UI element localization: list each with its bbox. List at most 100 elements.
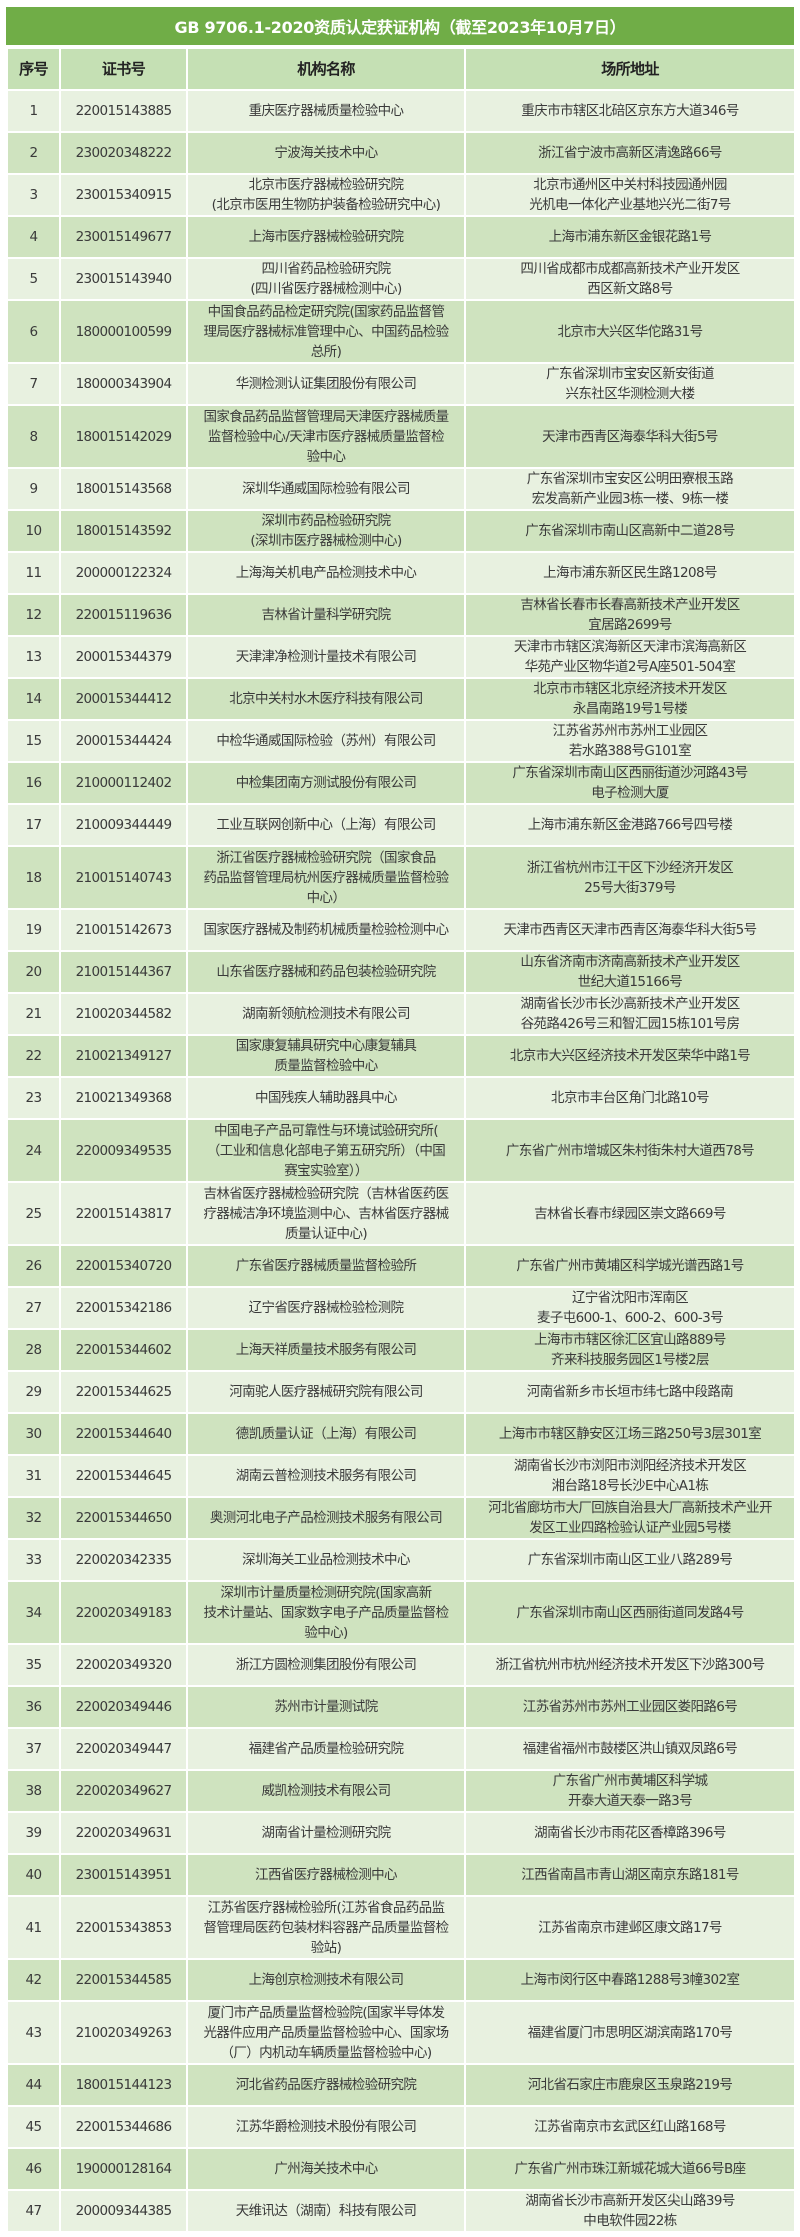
cell-address: 浙江省杭州市江干区下沙经济开发区 25号大街379号 (464, 845, 796, 910)
table-row: 6 180000100599 中国食品药品检定研究院(国家药品监督管 理局医疗器械标… (6, 299, 796, 364)
cell-address: 北京市丰台区角门北路10号 (464, 1076, 796, 1120)
cell-index: 1 (6, 89, 61, 133)
cell-address: 广东省广州市黄埔区科学城光谱西路1号 (464, 1244, 796, 1288)
cell-certificate-no: 230015149677 (59, 215, 188, 259)
cell-index: 11 (6, 551, 61, 595)
cell-index: 33 (6, 1538, 61, 1582)
table-row: 44 180015144123 河北省药品医疗器械检验研究院 河北省石家庄市鹿泉区玉泉… (6, 2063, 796, 2107)
cell-certificate-no: 220015143885 (59, 89, 188, 133)
cell-certificate-no: 220015344602 (59, 1328, 188, 1372)
header-row: 序号 证书号 机构名称 场所地址 (6, 47, 796, 91)
cell-index: 25 (6, 1181, 61, 1246)
table-row: 38 220020349627 威凯检测技术有限公司 广东省广州市黄埔区科学城 开泰大… (6, 1769, 796, 1813)
cell-address: 江苏省苏州市苏州工业园区 若水路388号G101室 (464, 719, 796, 763)
table-row: 5 230015143940 四川省药品检验研究院 (四川省医疗器械检测中心) 四川省… (6, 257, 796, 301)
cell-certificate-no: 220015119636 (59, 593, 188, 637)
table-body: 1 220015143885 重庆医疗器械质量检验中心 重庆市市辖区北碚区京东方大道3… (6, 89, 796, 2233)
cell-institution-name: 天维讯达（湖南）科技有限公司 (186, 2189, 466, 2233)
cell-address: 浙江省杭州市杭州经济技术开发区下沙路300号 (464, 1643, 796, 1687)
cell-address: 福建省厦门市思明区湖滨南路170号 (464, 2000, 796, 2065)
table-row: 2 230020348222 宁波海关技术中心 浙江省宁波市高新区清逸路66号 (6, 131, 796, 175)
cell-index: 46 (6, 2147, 61, 2191)
cell-certificate-no: 200000122324 (59, 551, 188, 595)
cell-certificate-no: 200015344424 (59, 719, 188, 763)
cell-index: 35 (6, 1643, 61, 1687)
table-row: 41 220015343853 江苏省医疗器械检验所(江苏省食品药品监 督管理局医药… (6, 1895, 796, 1960)
cell-institution-name: 广东省医疗器械质量监督检验所 (186, 1244, 466, 1288)
cell-institution-name: 国家康复辅具研究中心康复辅具 质量监督检验中心 (186, 1034, 466, 1078)
cell-index: 19 (6, 908, 61, 952)
cell-address: 上海市市辖区静安区江场三路250号3层301室 (464, 1412, 796, 1456)
cell-certificate-no: 180015143592 (59, 509, 188, 553)
cell-address: 湖南省长沙市雨花区香樟路396号 (464, 1811, 796, 1855)
cell-institution-name: 山东省医疗器械和药品包装检验研究院 (186, 950, 466, 994)
cell-index: 12 (6, 593, 61, 637)
cell-institution-name: 北京市医疗器械检验研究院 (北京市医用生物防护装备检验研究中心) (186, 173, 466, 217)
cell-address: 广东省广州市珠江新城花城大道66号B座 (464, 2147, 796, 2191)
header-institution-name: 机构名称 (186, 47, 466, 91)
cell-certificate-no: 220015344645 (59, 1454, 188, 1498)
table-row: 17 210009344449 工业互联网创新中心（上海）有限公司 上海市浦东新区金港… (6, 803, 796, 847)
cell-institution-name: 中国电子产品可靠性与环境试验研究所( （工业和信息化部电子第五研究所）（中国 赛… (186, 1118, 466, 1183)
table-row: 11 200000122324 上海海关机电产品检测技术中心 上海市浦东新区民生路12… (6, 551, 796, 595)
cell-institution-name: 江西省医疗器械检测中心 (186, 1853, 466, 1897)
cell-address: 吉林省长春市绿园区崇文路669号 (464, 1181, 796, 1246)
cell-index: 5 (6, 257, 61, 301)
cell-address: 吉林省长春市长春高新技术产业开发区 宜居路2699号 (464, 593, 796, 637)
table-row: 16 210000112402 中检集团南方测试股份有限公司 广东省深圳市南山区西丽街… (6, 761, 796, 805)
cell-index: 8 (6, 404, 61, 469)
cell-institution-name: 工业互联网创新中心（上海）有限公司 (186, 803, 466, 847)
cell-index: 17 (6, 803, 61, 847)
cell-institution-name: 威凯检测技术有限公司 (186, 1769, 466, 1813)
cell-index: 30 (6, 1412, 61, 1456)
table-row: 36 220020349446 苏州市计量测试院 江苏省苏州市苏州工业园区娄阳路6号 (6, 1685, 796, 1729)
cell-address: 江西省南昌市青山湖区南京东路181号 (464, 1853, 796, 1897)
cell-address: 北京市大兴区华佗路31号 (464, 299, 796, 364)
table-row: 25 220015143817 吉林省医疗器械检验研究院（吉林省医药医 疗器械洁净环… (6, 1181, 796, 1246)
cell-institution-name: 北京中关村水木医疗科技有限公司 (186, 677, 466, 721)
cell-index: 2 (6, 131, 61, 175)
table-row: 21 210020344582 湖南新领航检测技术有限公司 湖南省长沙市长沙高新技术产… (6, 992, 796, 1036)
cell-address: 广东省深圳市宝安区新安街道 兴东社区华测检测大楼 (464, 362, 796, 406)
table-row: 32 220015344650 奥测河北电子产品检测技术服务有限公司 河北省廊坊市大厂… (6, 1496, 796, 1540)
cell-institution-name: 苏州市计量测试院 (186, 1685, 466, 1729)
table-row: 9 180015143568 深圳华通威国际检验有限公司 广东省深圳市宝安区公明田寮根… (6, 467, 796, 511)
cell-address: 上海市浦东新区民生路1208号 (464, 551, 796, 595)
cell-institution-name: 宁波海关技术中心 (186, 131, 466, 175)
cell-index: 42 (6, 1958, 61, 2002)
cell-index: 26 (6, 1244, 61, 1288)
cell-institution-name: 吉林省医疗器械检验研究院（吉林省医药医 疗器械洁净环境监测中心、吉林省医疗器械 … (186, 1181, 466, 1246)
table-row: 14 200015344412 北京中关村水木医疗科技有限公司 北京市市辖区北京经济技… (6, 677, 796, 721)
cell-certificate-no: 220020349631 (59, 1811, 188, 1855)
cell-institution-name: 上海天祥质量技术服务有限公司 (186, 1328, 466, 1372)
cell-certificate-no: 210015140743 (59, 845, 188, 910)
cell-index: 41 (6, 1895, 61, 1960)
cell-index: 32 (6, 1496, 61, 1540)
cell-institution-name: 国家食品药品监督管理局天津医疗器械质量 监督检验中心/天津市医疗器械质量监督检 … (186, 404, 466, 469)
cell-address: 上海市市辖区徐汇区宜山路889号 齐来科技服务园区1号楼2层 (464, 1328, 796, 1372)
cell-certificate-no: 220015342186 (59, 1286, 188, 1330)
cell-index: 6 (6, 299, 61, 364)
cell-index: 7 (6, 362, 61, 406)
cell-address: 广东省深圳市宝安区公明田寮根玉路 宏发高新产业园3栋一楼、9栋一楼 (464, 467, 796, 511)
cell-address: 江苏省苏州市苏州工业园区娄阳路6号 (464, 1685, 796, 1729)
table-row: 30 220015344640 德凯质量认证（上海）有限公司 上海市市辖区静安区江场三… (6, 1412, 796, 1456)
cell-address: 江苏省南京市玄武区红山路168号 (464, 2105, 796, 2149)
cell-index: 18 (6, 845, 61, 910)
cell-index: 36 (6, 1685, 61, 1729)
table-row: 40 230015143951 江西省医疗器械检测中心 江西省南昌市青山湖区南京东路1… (6, 1853, 796, 1897)
table-row: 33 220020342335 深圳海关工业品检测技术中心 广东省深圳市南山区工业八路… (6, 1538, 796, 1582)
cell-address: 北京市大兴区经济技术开发区荣华中路1号 (464, 1034, 796, 1078)
table-row: 10 180015143592 深圳市药品检验研究院 (深圳市医疗器械检测中心) 广东… (6, 509, 796, 553)
table-row: 15 200015344424 中检华通威国际检验（苏州）有限公司 江苏省苏州市苏州工… (6, 719, 796, 763)
table-row: 47 200009344385 天维讯达（湖南）科技有限公司 湖南省长沙市高新开发区尖… (6, 2189, 796, 2233)
cell-index: 28 (6, 1328, 61, 1372)
cell-certificate-no: 220015344650 (59, 1496, 188, 1540)
cell-address: 福建省福州市鼓楼区洪山镇双凤路6号 (464, 1727, 796, 1771)
cell-index: 27 (6, 1286, 61, 1330)
cell-institution-name: 湖南云普检测技术服务有限公司 (186, 1454, 466, 1498)
cell-address: 湖南省长沙市高新开发区尖山路39号 中电软件园22栋 (464, 2189, 796, 2233)
cell-address: 四川省成都市成都高新技术产业开发区 西区新文路8号 (464, 257, 796, 301)
cell-institution-name: 中国食品药品检定研究院(国家药品监督管 理局医疗器械标准管理中心、中国药品检验 … (186, 299, 466, 364)
cell-address: 广东省广州市黄埔区科学城 开泰大道天泰一路3号 (464, 1769, 796, 1813)
